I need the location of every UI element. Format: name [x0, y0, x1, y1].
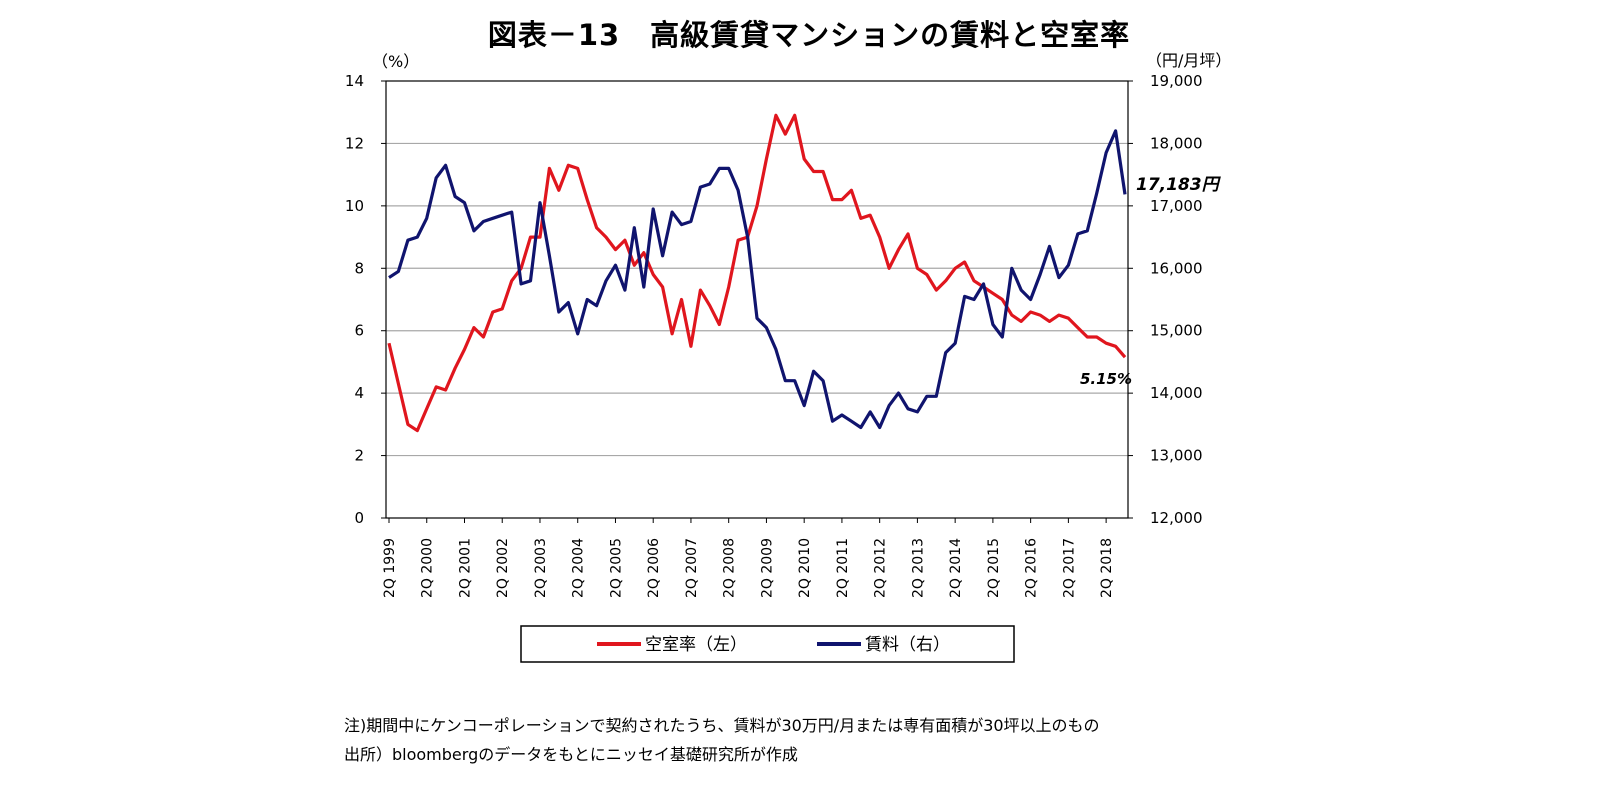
x-tick-label: 2Q 2015: [986, 538, 1002, 598]
y-axis-right: 12,000 13,000 14,000 15,000 16,000 17,000 18,0…: [1128, 72, 1203, 527]
legend-label-rent: 賃料（右）: [865, 635, 950, 655]
x-tick-label: 2Q 2009: [759, 538, 775, 598]
x-tick-label: 2Q 2014: [948, 538, 964, 598]
x-tick-label: 2Q 2011: [835, 538, 851, 598]
vacancy-last-annotation: 5.15%: [1080, 370, 1132, 388]
x-tick-label: 2Q 2008: [722, 538, 738, 598]
y-left-tick-label: 8: [354, 259, 364, 277]
y-left-tick-label: 0: [354, 509, 364, 527]
note-definition: 注)期間中にケンコーポレーションで契約されたうち、賃料が30万円/月または専有面…: [344, 716, 1100, 735]
y-right-tick-label: 18,000: [1150, 134, 1203, 152]
x-tick-label: 2Q 2004: [571, 538, 587, 598]
plot-area-frame: [385, 80, 1129, 519]
x-tick-label: 2Q 2013: [910, 538, 926, 598]
y-right-tick-label: 14,000: [1150, 384, 1203, 402]
y-axis-left: 0 2 4 6 8 10 12 14: [345, 72, 386, 527]
x-tick-label: 2Q 2005: [608, 538, 624, 598]
y-right-tick-label: 15,000: [1150, 322, 1203, 340]
y-left-tick-label: 6: [354, 322, 364, 340]
x-tick-label: 2Q 2016: [1024, 538, 1040, 598]
series-group: [387, 113, 1127, 433]
legend: 空室率（左） 賃料（右）: [520, 625, 1015, 663]
y-right-tick-label: 19,000: [1150, 72, 1203, 90]
x-tick-label: 2Q 2012: [873, 538, 889, 598]
x-tick-label: 2Q 2000: [420, 538, 436, 598]
x-tick-label: 2Q 2006: [646, 538, 662, 598]
y-right-tick-label: 13,000: [1150, 447, 1203, 465]
y-left-tick-label: 14: [345, 72, 364, 90]
y-left-unit: （%）: [372, 52, 419, 71]
y-right-tick-label: 12,000: [1150, 509, 1203, 527]
x-tick-label: 2Q 2017: [1061, 538, 1077, 598]
y-left-tick-label: 2: [354, 447, 364, 465]
rent-last-annotation: 17,183円: [1136, 175, 1222, 195]
y-right-unit: （円/月坪）: [1146, 51, 1231, 70]
x-tick-label: 2Q 2018: [1099, 538, 1115, 598]
x-tick-label: 2Q 2001: [457, 538, 473, 598]
x-tick-label: 2Q 1999: [382, 538, 398, 598]
vacancy-rate-line: [387, 113, 1127, 433]
note-source: 出所）bloombergのデータをもとにニッセイ基礎研究所が作成: [344, 745, 798, 764]
y-left-tick-label: 10: [345, 197, 364, 215]
x-tick-label: 2Q 2003: [533, 538, 549, 598]
x-tick-label: 2Q 2002: [495, 538, 511, 598]
gridlines: [386, 142, 1128, 457]
y-left-tick-label: 12: [345, 134, 364, 152]
y-right-tick-label: 16,000: [1150, 259, 1203, 277]
y-right-tick-label: 17,000: [1150, 197, 1203, 215]
legend-label-vacancy: 空室率（左）: [645, 635, 747, 655]
chart-title: 図表－13 高級賃貸マンションの賃料と空室率: [487, 18, 1131, 52]
x-tick-label: 2Q 2010: [797, 538, 813, 598]
x-axis: 2Q 1999 2Q 2000 2Q 2001 2Q 2002 2Q 2003 2Q 20…: [382, 518, 1115, 598]
y-left-tick-label: 4: [354, 384, 364, 402]
rent-line: [388, 129, 1127, 430]
x-tick-label: 2Q 2007: [684, 538, 700, 598]
